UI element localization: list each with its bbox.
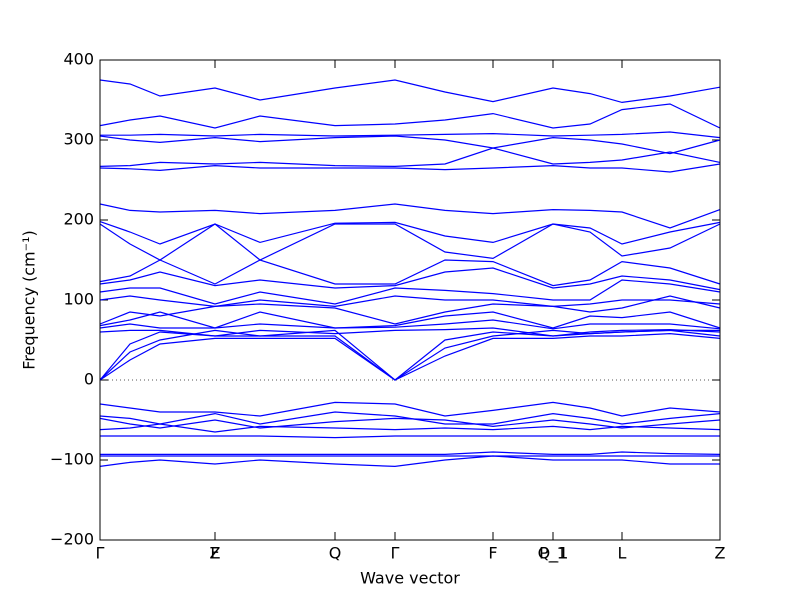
x-tick-label: Γ — [96, 544, 105, 563]
band-line — [99, 327, 721, 337]
band-line — [99, 135, 721, 155]
x-tick-label: Z — [715, 544, 726, 563]
band-line — [99, 221, 721, 245]
y-tick-label: −100 — [50, 450, 94, 469]
band-line — [100, 131, 721, 139]
x-tick-label: Q — [329, 544, 342, 563]
band-line — [99, 311, 721, 329]
band-line — [99, 423, 721, 433]
y-tick-label: 300 — [63, 130, 94, 149]
y-axis-label: Frequency (cm⁻¹) — [20, 230, 39, 369]
y-tick-label: 0 — [84, 370, 94, 389]
band-line — [99, 279, 721, 305]
band-line — [100, 451, 721, 455]
band-line — [99, 203, 721, 229]
band-line — [99, 455, 720, 468]
band-line — [99, 147, 721, 168]
y-tick-label: −200 — [50, 530, 94, 549]
x-tick-label: Z — [210, 544, 221, 563]
y-tick-label: 100 — [63, 290, 94, 309]
x-axis-label: Wave vector — [360, 569, 460, 588]
y-tick-label: 400 — [63, 50, 94, 69]
y-tick-label: 200 — [63, 210, 94, 229]
x-tick-label: Q_1 — [538, 544, 569, 564]
band-line — [99, 401, 721, 417]
band-line — [99, 79, 721, 104]
band-line — [99, 103, 721, 129]
band-line — [99, 163, 721, 173]
band-line — [99, 411, 721, 425]
band-line — [99, 223, 721, 261]
x-tick-label: F — [488, 544, 497, 563]
x-tick-label: Γ — [391, 544, 400, 563]
band-line — [99, 295, 721, 308]
band-line — [99, 319, 721, 330]
x-tick-label: F — [210, 544, 219, 563]
plot-frame — [99, 59, 721, 541]
x-tick-label: L — [618, 544, 627, 563]
band-line — [100, 435, 720, 439]
band-line — [99, 267, 721, 291]
x-tick-label: P_1 — [539, 544, 567, 564]
band-line — [99, 259, 721, 287]
band-line — [99, 329, 720, 381]
band-line — [99, 332, 721, 381]
